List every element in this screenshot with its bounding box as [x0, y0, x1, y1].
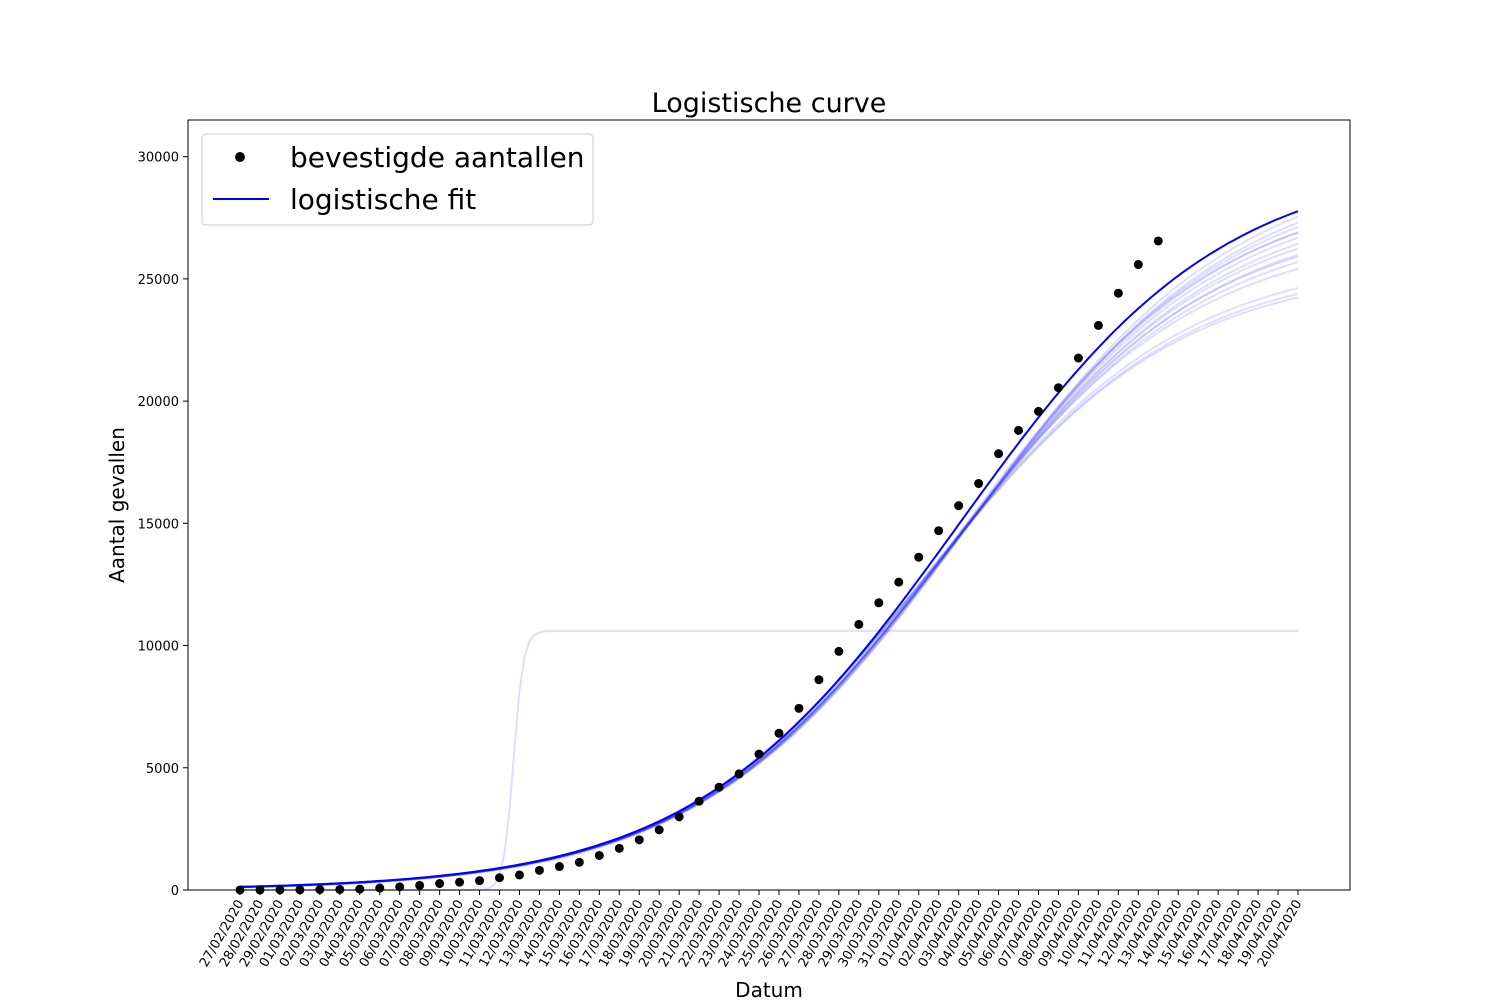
data-point	[994, 449, 1004, 459]
y-tick-label: 15000	[138, 517, 179, 532]
y-tick-label: 0	[171, 884, 179, 899]
data-point	[1033, 406, 1043, 416]
data-point	[1093, 320, 1103, 330]
data-point	[914, 552, 924, 562]
data-point	[754, 749, 764, 759]
data-point	[854, 619, 864, 629]
data-point	[1153, 236, 1163, 246]
data-point	[814, 675, 824, 685]
data-point	[395, 882, 405, 892]
data-point	[674, 812, 684, 822]
data-point	[714, 782, 724, 792]
y-tick-label: 10000	[138, 640, 179, 655]
data-point	[834, 646, 844, 656]
plot-area	[235, 210, 1299, 895]
data-point	[694, 796, 704, 806]
data-point	[475, 876, 485, 886]
data-point	[774, 728, 784, 738]
data-point	[534, 865, 544, 875]
y-tick-label: 20000	[138, 395, 179, 410]
fit-main-line-group	[239, 210, 1299, 888]
legend: bevestigde aantallen logistische fit	[201, 133, 594, 226]
data-point	[1073, 353, 1083, 363]
data-point	[415, 880, 425, 890]
plot-frame	[187, 119, 1351, 891]
data-point	[514, 870, 524, 880]
y-tick-label: 25000	[138, 273, 179, 288]
data-point	[734, 769, 744, 779]
fit-main-line	[239, 210, 1299, 888]
y-tick-label: 5000	[146, 762, 179, 777]
data-point	[874, 598, 884, 608]
confirmed-points	[235, 236, 1163, 895]
y-axis-title: Aantal gevallen	[105, 427, 129, 583]
data-point	[614, 843, 624, 853]
data-point	[934, 526, 944, 536]
data-point	[554, 862, 564, 872]
data-point	[894, 577, 904, 587]
data-point	[574, 857, 584, 867]
legend-label-points: bevestigde aantallen	[290, 141, 585, 174]
legend-marker-points	[235, 152, 245, 162]
x-axis-title: Datum	[735, 978, 803, 1000]
y-tick-label: 30000	[138, 151, 179, 166]
data-point	[974, 479, 984, 489]
legend-box	[201, 133, 594, 226]
data-point	[335, 884, 345, 894]
data-point	[455, 877, 465, 887]
data-point	[954, 501, 964, 511]
data-point	[794, 703, 804, 713]
data-point	[634, 835, 644, 845]
data-point	[1053, 383, 1063, 393]
data-point	[435, 879, 445, 889]
data-point	[495, 873, 505, 883]
data-point	[1133, 260, 1143, 270]
data-point	[594, 850, 604, 860]
data-point	[1014, 425, 1024, 435]
fit-ensemble-line	[239, 255, 1299, 889]
y-axis: 0 5000 10000 15000 20000 25000 30000	[138, 151, 188, 899]
data-point	[1113, 288, 1123, 298]
chart-title: Logistische curve	[652, 88, 887, 119]
legend-label-line: logistische fit	[290, 183, 476, 216]
data-point	[654, 825, 664, 835]
data-point	[355, 884, 365, 894]
